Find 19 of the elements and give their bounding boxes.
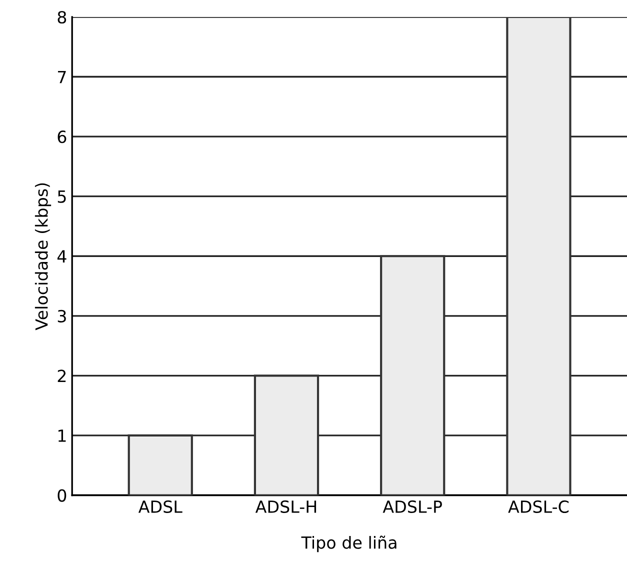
- y-tick-label: 5: [58, 190, 66, 203]
- y-tick-label: 4: [57, 250, 66, 262]
- y-tick-label: 3: [58, 310, 66, 322]
- y-tick-label: 1: [58, 430, 66, 442]
- y-tick-label: 0: [58, 489, 66, 502]
- y-axis-title: Velocidade (kbps): [34, 183, 52, 330]
- bar: [380, 255, 446, 496]
- bar: [128, 434, 193, 496]
- x-tick-label: ADSL-P: [382, 500, 442, 514]
- y-tick-label: 8: [58, 10, 66, 24]
- x-tick-label: ADSL-H: [255, 500, 316, 514]
- y-tick-label: 2: [58, 370, 66, 382]
- x-tick-label: ADSL-C: [508, 500, 569, 514]
- y-tick-label: 6: [58, 130, 66, 144]
- y-tick-label: 7: [58, 70, 66, 84]
- x-axis-title: Tipo de liña: [301, 536, 396, 552]
- bar: [254, 374, 320, 496]
- x-tick-label: ADSL: [138, 500, 182, 514]
- bar: [506, 16, 572, 496]
